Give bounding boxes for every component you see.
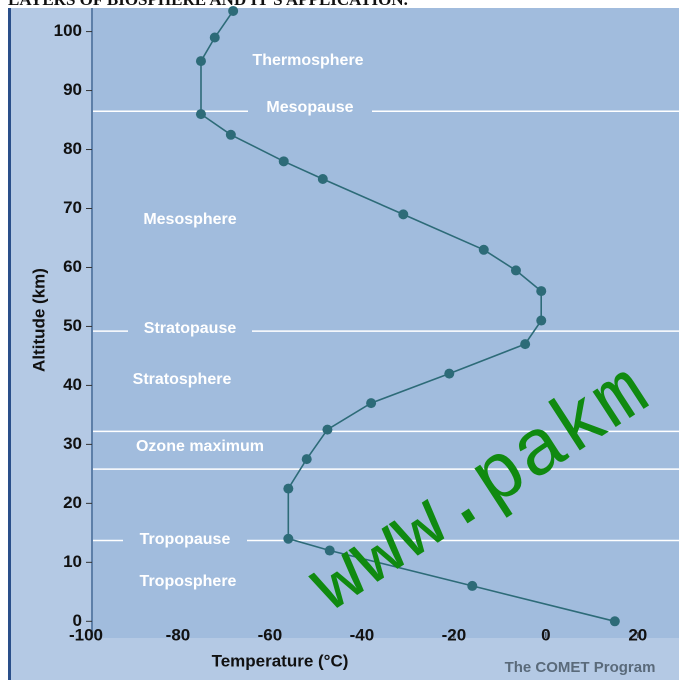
region-label: Mesopause bbox=[266, 99, 353, 116]
y-tick-label: 30 bbox=[63, 434, 82, 453]
data-point bbox=[195, 56, 206, 67]
label-gap bbox=[123, 530, 247, 550]
y-tick-label: 10 bbox=[63, 552, 82, 571]
data-point bbox=[398, 209, 409, 220]
x-tick-label: -20 bbox=[442, 625, 467, 644]
region-label: Thermosphere bbox=[252, 52, 363, 69]
plot: 0 10 20 30 40 50 60 70 80 90 100 -100 -80 -60 -40 -20 0 2… bbox=[54, 5, 679, 644]
region-label: Ozone maximum bbox=[136, 438, 264, 455]
data-point bbox=[228, 5, 239, 16]
y-tick-label: 70 bbox=[63, 198, 82, 217]
data-point bbox=[520, 339, 531, 350]
data-point bbox=[467, 580, 478, 591]
data-point bbox=[510, 265, 521, 276]
region-label: Stratopause bbox=[144, 320, 237, 337]
data-line bbox=[200, 10, 615, 623]
data-point bbox=[283, 533, 294, 544]
data-point bbox=[317, 174, 328, 185]
y-tick-label: 100 bbox=[54, 21, 82, 40]
panel-border bbox=[8, 8, 11, 680]
y-tick-label: 20 bbox=[63, 493, 82, 512]
y-tick-label: 90 bbox=[63, 80, 82, 99]
label-gap bbox=[128, 319, 252, 339]
y-tick-label: 0 bbox=[73, 611, 82, 630]
data-point bbox=[301, 454, 312, 465]
data-point bbox=[225, 129, 236, 140]
x-tick-label: -80 bbox=[166, 625, 191, 644]
data-point bbox=[536, 315, 547, 326]
data-point bbox=[195, 109, 206, 120]
region-label: Mesosphere bbox=[143, 211, 236, 228]
data-point bbox=[366, 398, 377, 409]
y-tick-label: 80 bbox=[63, 139, 82, 158]
data-point bbox=[609, 616, 620, 627]
region-label: Troposphere bbox=[140, 573, 237, 590]
region-label: Tropopause bbox=[140, 531, 231, 548]
x-tick-label: -100 bbox=[69, 625, 103, 644]
label-gap bbox=[248, 98, 372, 118]
data-point bbox=[283, 483, 294, 494]
x-tick-label: 20 bbox=[628, 625, 647, 644]
data-point bbox=[322, 424, 333, 435]
x-tick-label: 0 bbox=[541, 625, 550, 644]
y-tick-label: 60 bbox=[63, 257, 82, 276]
data-point bbox=[478, 244, 489, 255]
credit: The COMET Program bbox=[505, 659, 656, 676]
x-tick-label: -60 bbox=[258, 625, 283, 644]
data-point bbox=[324, 545, 335, 556]
y-tick-label: 50 bbox=[63, 316, 82, 335]
y-tick-label: 40 bbox=[63, 375, 82, 394]
region-label: Stratosphere bbox=[133, 371, 232, 388]
data-point bbox=[278, 156, 289, 167]
x-tick-label: -40 bbox=[350, 625, 375, 644]
x-axis-label: Temperature (°C) bbox=[212, 651, 349, 670]
data-point bbox=[536, 286, 547, 297]
data-point bbox=[444, 368, 455, 379]
chart-title: LAYERS OF BIOSPHERE AND IT'S APPLICATION… bbox=[8, 0, 408, 9]
y-axis-label: Altitude (km) bbox=[29, 268, 48, 372]
data-point bbox=[209, 32, 220, 43]
